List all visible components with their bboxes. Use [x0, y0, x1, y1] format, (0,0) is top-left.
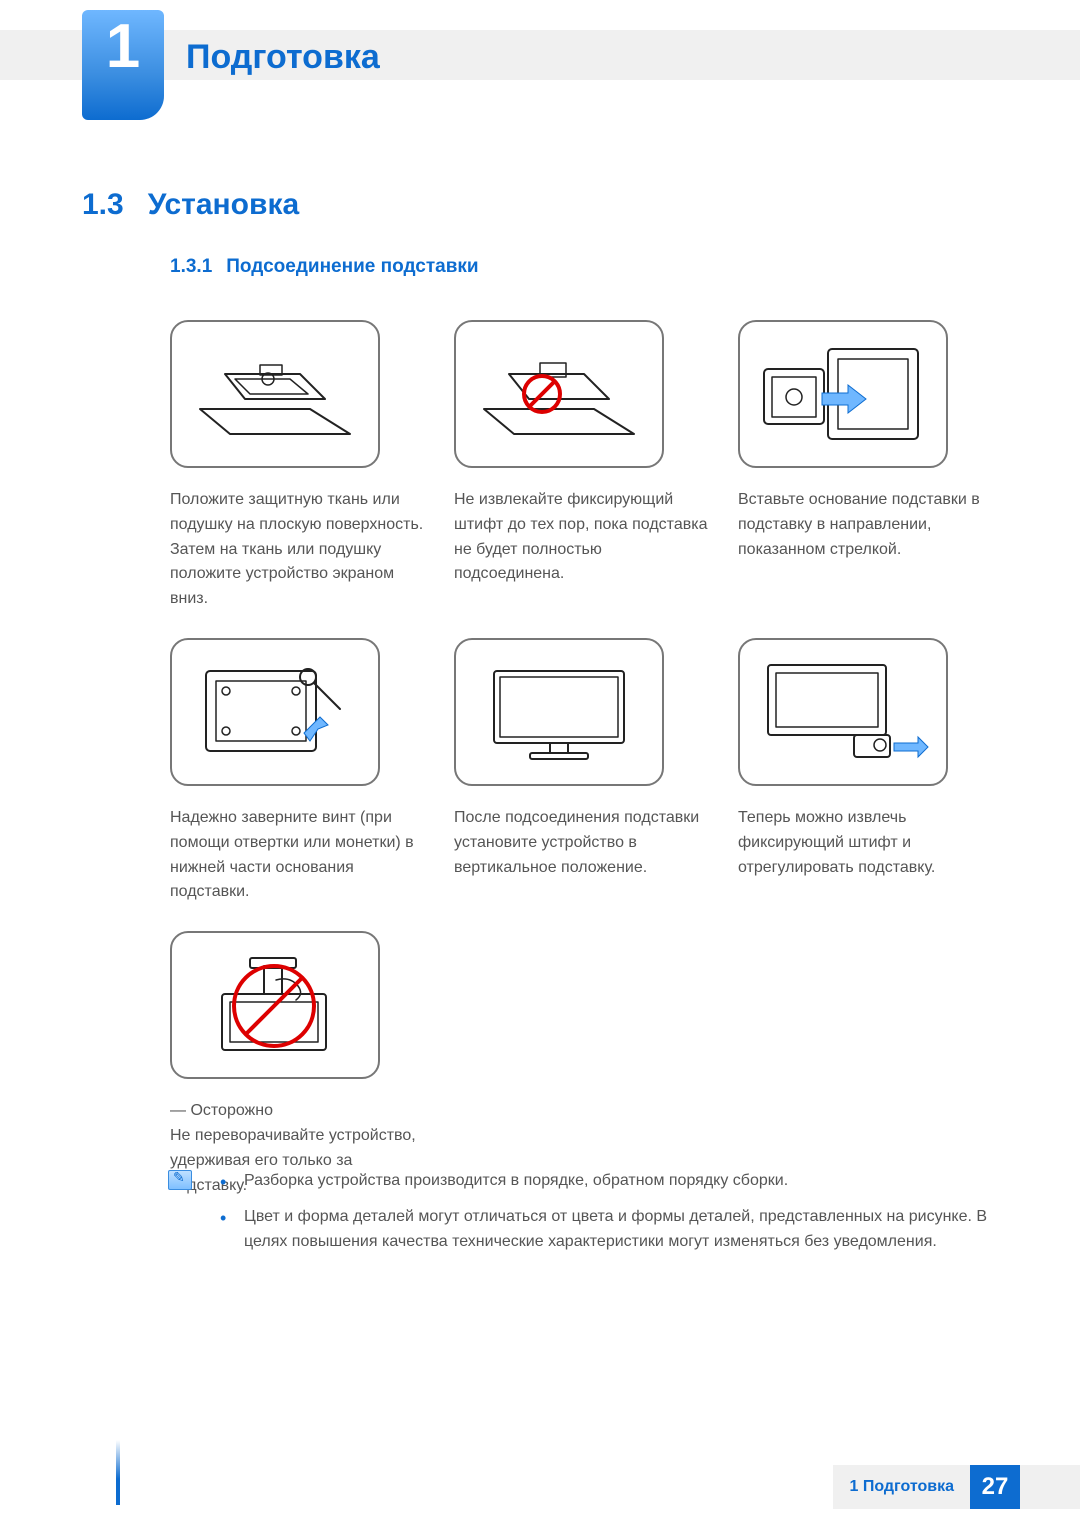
step-2-figure — [454, 320, 664, 468]
do-not-hold-stand-icon — [190, 950, 360, 1060]
step-2: Не извлекайте фиксирующий штифт до тех п… — [454, 320, 708, 612]
steps-grid: Положите защитную ткань или подушку на п… — [170, 320, 992, 1198]
step-6-figure — [738, 638, 948, 786]
notes-list: Разборка устройства производится в поряд… — [220, 1168, 992, 1255]
step-1-caption: Положите защитную ткань или подушку на п… — [170, 488, 424, 612]
step-1-figure — [170, 320, 380, 468]
step-5-figure — [454, 638, 664, 786]
step-7-figure — [170, 931, 380, 1079]
step-2-caption: Не извлекайте фиксирующий штифт до тех п… — [454, 488, 708, 587]
step-3-caption: Вставьте основание подставки в подставку… — [738, 488, 992, 562]
chapter-title: Подготовка — [186, 38, 380, 77]
step-3-figure — [738, 320, 948, 468]
step-5: После подсоединения подставки установите… — [454, 638, 708, 905]
page-footer: 1 Подготовка 27 — [833, 1465, 1080, 1509]
step-4: Надежно заверните винт (при помощи отвер… — [170, 638, 424, 905]
notes-block: Разборка устройства производится в поряд… — [170, 1168, 992, 1265]
section-number: 1.3 — [82, 188, 124, 222]
note-item: Цвет и форма деталей могут отличаться от… — [220, 1204, 992, 1255]
monitor-upright-icon — [474, 657, 644, 767]
monitor-face-down-icon — [190, 339, 360, 449]
step-5-caption: После подсоединения подставки установите… — [454, 806, 708, 880]
subsection-heading: 1.3.1 Подсоединение подставки — [170, 256, 479, 278]
step-3: Вставьте основание подставки в подставку… — [738, 320, 992, 612]
footer-chapter-strip: 1 Подготовка — [833, 1465, 970, 1509]
note-icon — [168, 1170, 192, 1190]
step-4-figure — [170, 638, 380, 786]
footer-pad — [1020, 1465, 1080, 1509]
step-1: Положите защитную ткань или подушку на п… — [170, 320, 424, 612]
note-item: Разборка устройства производится в поряд… — [220, 1168, 992, 1194]
screw-base-icon — [190, 657, 360, 767]
insert-base-icon — [758, 339, 928, 449]
section-heading: 1.3 Установка — [82, 188, 299, 222]
pin-locked-icon — [474, 339, 644, 449]
step-6: Теперь можно извлечь фиксирующий штифт и… — [738, 638, 992, 905]
subsection-number: 1.3.1 — [170, 256, 212, 278]
page-number-box: 27 — [970, 1465, 1020, 1509]
subsection-title: Подсоединение подставки — [226, 256, 478, 277]
step-7: — Осторожно Не переворачивайте устройств… — [170, 931, 424, 1198]
section-title: Установка — [148, 188, 299, 221]
chapter-number: 1 — [106, 16, 140, 78]
side-accent-rule — [116, 1440, 120, 1505]
chapter-number-tab: 1 — [82, 10, 164, 120]
step-6-caption: Теперь можно извлечь фиксирующий штифт и… — [738, 806, 992, 880]
step-4-caption: Надежно заверните винт (при помощи отвер… — [170, 806, 424, 905]
remove-pin-icon — [758, 657, 928, 767]
page-number: 27 — [982, 1473, 1009, 1501]
footer-chapter-label: 1 Подготовка — [849, 1478, 954, 1496]
